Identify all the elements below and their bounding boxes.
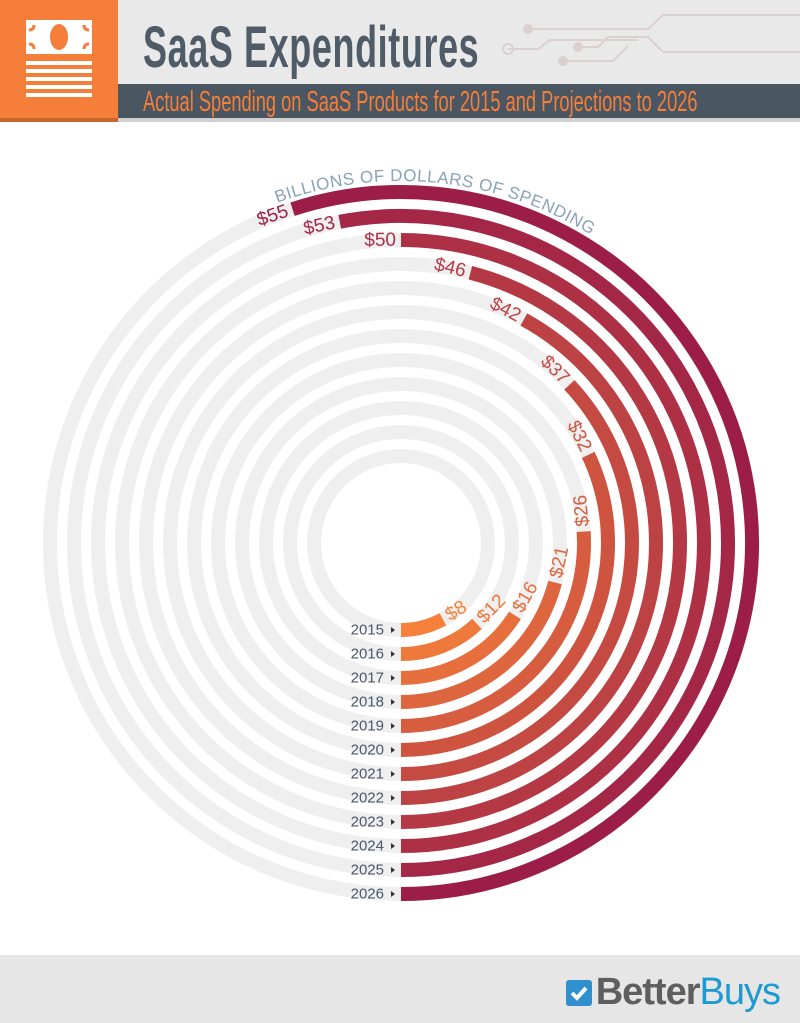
- year-label-2020: 2020: [351, 742, 384, 759]
- year-label-2016: 2016: [351, 646, 384, 663]
- data-label-2025: $53: [302, 212, 337, 239]
- bar-2022: [400, 313, 663, 805]
- page-subtitle: Actual Spending on SaaS Products for 201…: [143, 86, 698, 118]
- bar-2018: [400, 580, 562, 709]
- bar-2020: [400, 451, 615, 757]
- track-ring-2016: [283, 425, 519, 661]
- page-title: SaaS Expenditures: [143, 15, 480, 80]
- bar-2026: [290, 185, 759, 901]
- year-label-2023: 2023: [351, 814, 384, 831]
- year-label-2021: 2021: [351, 766, 384, 783]
- header-icon-panel: [0, 0, 118, 118]
- logo-text-bold: Better: [595, 971, 701, 1013]
- year-label-2018: 2018: [351, 694, 384, 711]
- arrow-icon: [391, 747, 395, 753]
- bar-2019: [400, 531, 591, 733]
- year-label-2026: 2026: [351, 886, 384, 903]
- header-divider: [0, 118, 800, 122]
- header-divider-accent: [0, 118, 118, 122]
- arrow-icon: [391, 819, 395, 825]
- data-label-2019: $26: [570, 494, 594, 527]
- header-title-area: [118, 0, 800, 84]
- arrow-icon: [391, 675, 395, 681]
- year-label-2024: 2024: [351, 838, 384, 855]
- year-label-2022: 2022: [351, 790, 384, 807]
- checkmark-icon: [565, 979, 592, 1006]
- arrow-icon: [391, 891, 395, 897]
- arrow-icon: [391, 627, 395, 633]
- year-label-2019: 2019: [351, 718, 384, 735]
- arrow-icon: [391, 651, 395, 657]
- header-subtitle-band: [118, 84, 800, 118]
- arrow-icon: [391, 795, 395, 801]
- year-label-2015: 2015: [351, 622, 384, 639]
- bar-2021: [400, 380, 639, 781]
- header: SaaS Expenditures Actual Spending on Saa…: [0, 0, 800, 122]
- bar-2016: [400, 618, 482, 661]
- arrow-icon: [391, 843, 395, 849]
- betterbuys-logo: Better Buys: [565, 971, 781, 1014]
- data-label-2018: $21: [546, 544, 573, 580]
- footer: Better Buys: [0, 955, 800, 1023]
- bar-2015: [400, 612, 447, 637]
- year-label-2017: 2017: [351, 670, 384, 687]
- data-label-2026: $55: [254, 201, 291, 231]
- arrow-icon: [391, 867, 395, 873]
- bar-2023: [400, 265, 687, 829]
- circuit-decoration: [502, 14, 800, 66]
- bar-2017: [400, 611, 521, 685]
- arrow-icon: [391, 699, 395, 705]
- year-label-2025: 2025: [351, 862, 384, 879]
- bar-2025: [338, 209, 735, 877]
- logo-text-light: Buys: [699, 971, 781, 1013]
- data-label-2024: $50: [364, 230, 396, 252]
- arrow-icon: [391, 723, 395, 729]
- money-document-icon: [26, 20, 92, 97]
- radial-bar-chart: $8 $12$16$21$26$32$37$42$46$50$53$55 2015…: [43, 166, 759, 903]
- arrow-icon: [391, 771, 395, 777]
- bar-2024: [400, 233, 711, 853]
- data-label-2023: $46: [432, 254, 468, 282]
